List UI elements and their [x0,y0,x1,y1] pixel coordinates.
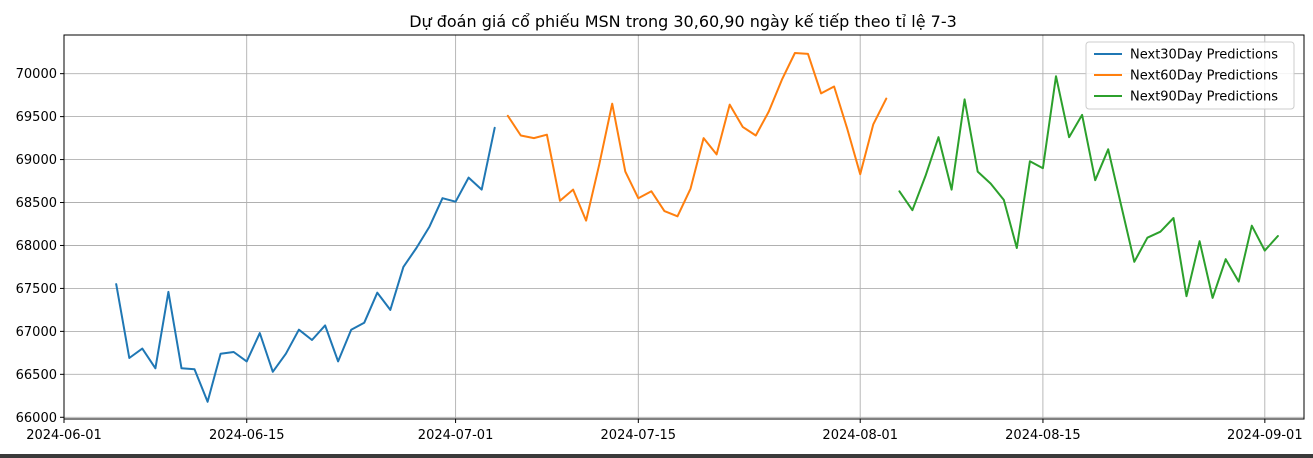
x-tick-label: 2024-06-01 [26,428,102,443]
y-axis: 66000 66500 67000 67500 68000 68500 69000 69500… [16,67,64,426]
legend: Next30Day Predictions Next60Day Predictio… [1085,41,1295,110]
x-tick-label: 2024-08-01 [822,428,898,443]
series-layer [115,52,1279,403]
x-tick-label: 2024-08-15 [1005,428,1081,443]
y-tick-label: 70000 [16,67,57,82]
legend-label: Next90Day Predictions [1130,90,1278,105]
series-line-3 [898,75,1279,299]
y-tick-label: 69500 [16,110,57,125]
x-tick-label: 2024-06-15 [209,428,285,443]
y-tick-label: 67000 [16,325,57,340]
x-tick-label: 2024-07-15 [601,428,677,443]
y-tick-label: 66000 [16,411,57,426]
x-tick-label: 2024-09-01 [1227,428,1303,443]
series-line-1 [115,126,496,403]
legend-label: Next60Day Predictions [1130,69,1278,84]
x-axis: 2024-06-01 2024-06-15 2024-07-01 2024-07-15… [26,419,1303,443]
y-tick-label: 67500 [16,282,57,297]
y-tick-label: 69000 [16,153,57,168]
legend-box [1085,41,1295,110]
series-line-2 [506,52,888,222]
window-bottom-edge [0,454,1313,458]
x-tick-label: 2024-07-01 [418,428,494,443]
y-tick-label: 66500 [16,368,57,383]
chart-title: Dự đoán giá cổ phiếu MSN trong 30,60,90 … [409,12,957,31]
y-tick-label: 68000 [16,239,57,254]
legend-label: Next30Day Predictions [1130,48,1278,63]
y-tick-label: 68500 [16,196,57,211]
plot-area-frame [63,34,1305,420]
